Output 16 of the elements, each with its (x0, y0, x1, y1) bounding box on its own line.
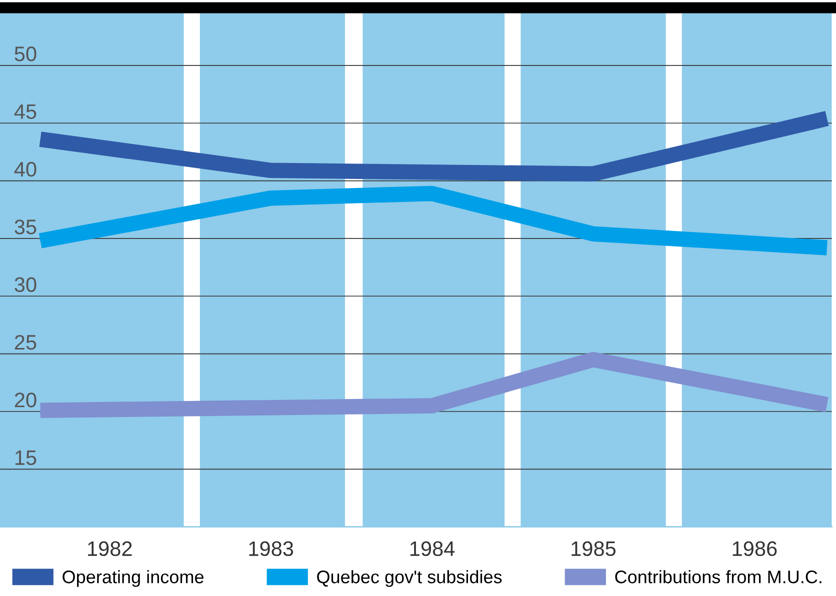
x-tick-label: 1985 (572, 541, 616, 556)
legend-label: Operating income (62, 570, 204, 587)
x-tick-label: 1986 (732, 541, 777, 556)
y-tick-label: 20 (14, 392, 36, 408)
y-tick-label: 30 (14, 277, 36, 292)
x-tick-label: 1982 (88, 541, 132, 556)
y-tick-label: 40 (14, 162, 36, 177)
y-tick-label: 25 (14, 334, 36, 350)
x-tick-label: 1983 (249, 541, 294, 556)
y-tick-label: 15 (15, 450, 36, 466)
legend-label: Contributions from M.U.C. (615, 570, 822, 584)
x-tick-label: 1984 (410, 541, 455, 556)
legend-label: Quebec gov't subsidies (317, 570, 502, 587)
y-tick-label: 50 (14, 46, 36, 62)
y-tick-label: 35 (14, 220, 36, 234)
y-tick-label: 45 (14, 104, 36, 119)
